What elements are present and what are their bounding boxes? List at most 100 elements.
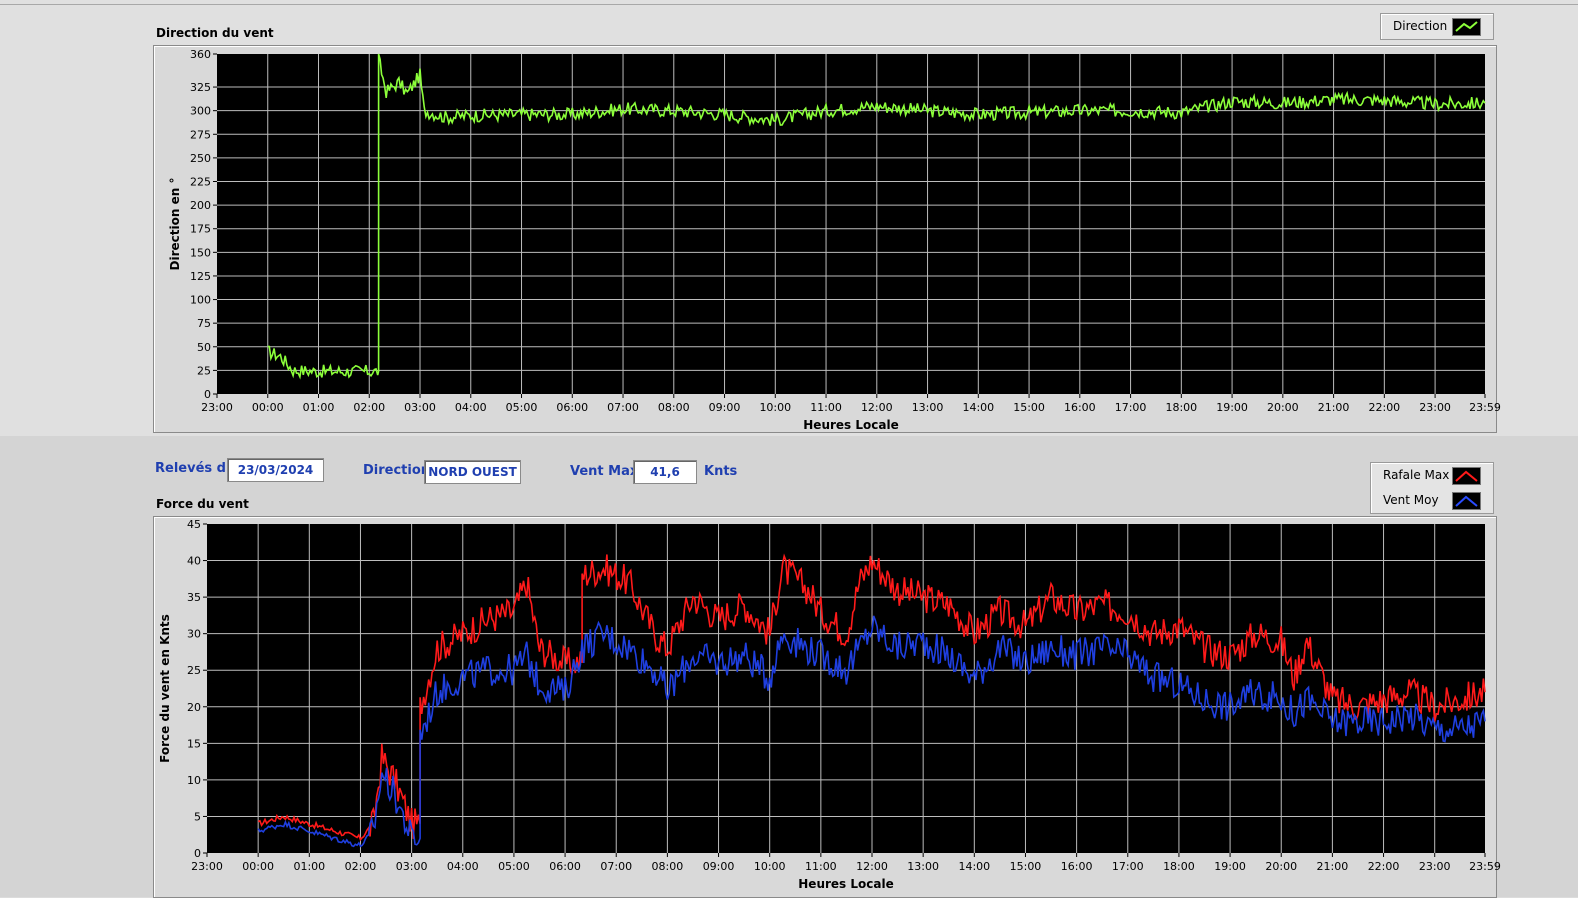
y-tick-label: 5 (194, 810, 201, 823)
y-tick-label: 40 (187, 555, 201, 568)
x-tick-label: 20:00 (1265, 860, 1297, 873)
x-axis-label: Heures Locale (803, 418, 898, 432)
y-tick-label: 250 (190, 152, 211, 165)
legend-label-direction: Direction (1393, 19, 1448, 33)
x-tick-label: 10:00 (759, 401, 791, 414)
legend-item-vent-moy[interactable]: Vent Moy (1371, 489, 1493, 511)
y-tick-label: 0 (204, 388, 211, 401)
x-tick-label: 04:00 (447, 860, 479, 873)
x-tick-label: 11:00 (810, 401, 842, 414)
x-axis-label: Heures Locale (798, 877, 893, 891)
y-tick-label: 325 (190, 81, 211, 94)
line-icon (1452, 18, 1481, 36)
x-tick-label: 02:00 (345, 860, 377, 873)
y-tick-label: 20 (187, 701, 201, 714)
x-tick-label: 15:00 (1010, 860, 1042, 873)
x-tick-label: 14:00 (958, 860, 990, 873)
x-tick-label: 06:00 (556, 401, 588, 414)
x-tick-label: 18:00 (1163, 860, 1195, 873)
legend-item-direction[interactable]: Direction (1381, 15, 1493, 37)
x-tick-label: 00:00 (242, 860, 274, 873)
x-tick-label: 01:00 (293, 860, 325, 873)
y-tick-label: 45 (187, 518, 201, 531)
y-tick-label: 35 (187, 591, 201, 604)
force-legend[interactable]: Rafale Max Vent Moy (1370, 462, 1494, 514)
vent-max-label: Vent Max (570, 464, 639, 479)
x-tick-label: 23:00 (201, 401, 233, 414)
y-tick-label: 175 (190, 223, 211, 236)
x-tick-label: 23:00 (191, 860, 223, 873)
x-tick-label: 01:00 (303, 401, 335, 414)
x-tick-label: 22:00 (1368, 401, 1400, 414)
x-tick-label: 17:00 (1115, 401, 1147, 414)
y-axis-label: Direction en ° (168, 178, 182, 271)
line-icon (1452, 492, 1481, 510)
x-tick-label: 13:00 (907, 860, 939, 873)
line-icon (1452, 467, 1481, 485)
x-tick-label: 07:00 (600, 860, 632, 873)
direction-legend[interactable]: Direction (1380, 13, 1494, 40)
legend-item-rafale-max[interactable]: Rafale Max (1371, 464, 1493, 486)
x-tick-label: 00:00 (252, 401, 284, 414)
y-axis-label: Force du vent en Knts (158, 614, 172, 763)
x-tick-label: 05:00 (498, 860, 530, 873)
x-tick-label: 19:00 (1216, 401, 1248, 414)
x-tick-label: 08:00 (658, 401, 690, 414)
y-tick-label: 225 (190, 176, 211, 189)
y-tick-label: 10 (187, 774, 201, 787)
y-tick-label: 50 (197, 341, 211, 354)
y-tick-label: 0 (194, 847, 201, 860)
top-divider (0, 4, 1578, 5)
x-tick-label: 20:00 (1267, 401, 1299, 414)
x-tick-label: 12:00 (861, 401, 893, 414)
x-tick-label: 04:00 (455, 401, 487, 414)
date-field[interactable]: 23/03/2024 (227, 458, 324, 482)
x-tick-label: 15:00 (1013, 401, 1045, 414)
series-line-rafale-max (257, 553, 1486, 842)
x-tick-label: 22:00 (1368, 860, 1400, 873)
x-tick-label: 03:00 (404, 401, 436, 414)
legend-label-rafale-max: Rafale Max (1383, 468, 1450, 482)
y-tick-label: 30 (187, 628, 201, 641)
y-tick-label: 25 (197, 364, 211, 377)
y-tick-label: 200 (190, 199, 211, 212)
x-tick-label: 23:59 (1469, 860, 1501, 873)
y-tick-label: 300 (190, 105, 211, 118)
direction-label: Direction (363, 463, 431, 478)
x-tick-label: 12:00 (856, 860, 888, 873)
x-tick-label: 06:00 (549, 860, 581, 873)
direction-chart-title: Direction du vent (156, 26, 274, 40)
y-tick-label: 360 (190, 48, 211, 61)
x-tick-label: 09:00 (709, 401, 741, 414)
x-tick-label: 07:00 (607, 401, 639, 414)
x-tick-label: 23:59 (1469, 401, 1501, 414)
releves-label: Relevés du (155, 461, 236, 476)
x-tick-label: 10:00 (754, 860, 786, 873)
x-tick-label: 08:00 (652, 860, 684, 873)
series-line-vent-moy (257, 615, 1486, 848)
y-tick-label: 275 (190, 128, 211, 141)
x-tick-label: 16:00 (1061, 860, 1093, 873)
vent-max-field[interactable]: 41,6 (633, 460, 697, 484)
y-tick-label: 75 (197, 317, 211, 330)
y-tick-label: 25 (187, 664, 201, 677)
x-tick-label: 13:00 (912, 401, 944, 414)
x-tick-label: 03:00 (396, 860, 428, 873)
vent-max-unit: Knts (704, 464, 738, 479)
x-tick-label: 23:00 (1419, 401, 1451, 414)
x-tick-label: 11:00 (805, 860, 837, 873)
x-tick-label: 16:00 (1064, 401, 1096, 414)
x-tick-label: 21:00 (1317, 860, 1349, 873)
x-tick-label: 05:00 (506, 401, 538, 414)
x-tick-label: 21:00 (1318, 401, 1350, 414)
y-tick-label: 125 (190, 270, 211, 283)
x-tick-label: 17:00 (1112, 860, 1144, 873)
direction-field[interactable]: NORD OUEST (424, 460, 521, 484)
x-tick-label: 02:00 (353, 401, 385, 414)
x-tick-label: 14:00 (962, 401, 994, 414)
x-tick-label: 18:00 (1165, 401, 1197, 414)
legend-label-vent-moy: Vent Moy (1383, 493, 1439, 507)
series-line-direction (267, 53, 1486, 380)
